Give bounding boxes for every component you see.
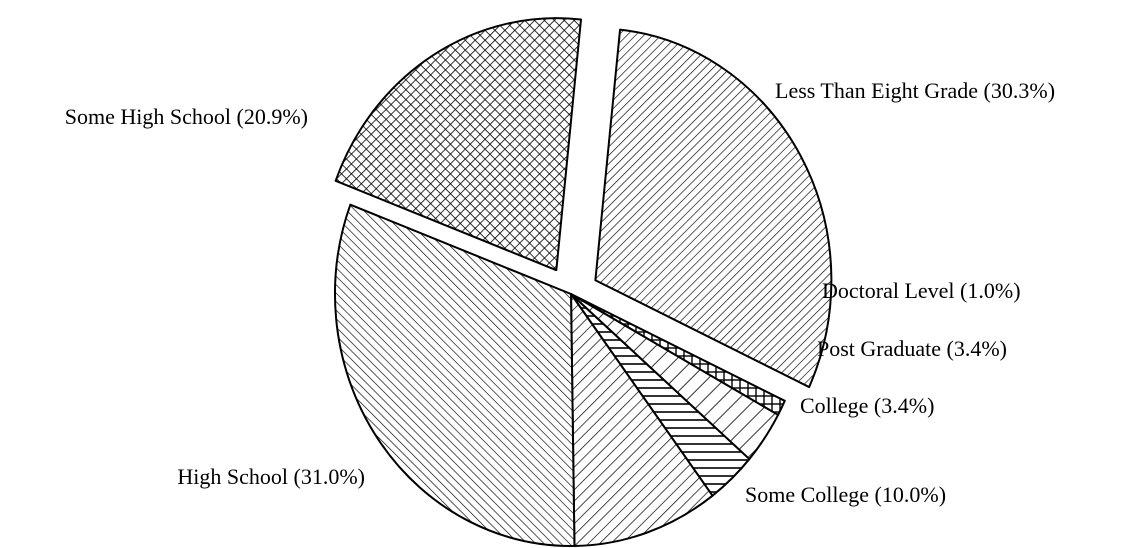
slice-label-high-school: High School (31.0%) (177, 464, 365, 489)
pie-slice-some-high-school (334, 17, 582, 272)
slice-label-some-high-school: Some High School (20.9%) (65, 104, 308, 129)
pie-slices (334, 17, 833, 547)
slice-label-some-college: Some College (10.0%) (745, 482, 946, 507)
pie-labels: Less Than Eight Grade (30.3%) Doctoral Le… (65, 78, 1055, 507)
pie-slice-less-than-eight-grade (594, 28, 833, 389)
pie-slice-some-college (570, 293, 714, 547)
slice-label-less-than-eight-grade: Less Than Eight Grade (30.3%) (775, 78, 1055, 103)
pie-slice-high-school (334, 203, 576, 547)
slice-label-doctoral-level: Doctoral Level (1.0%) (822, 278, 1021, 303)
slice-label-post-graduate: Post Graduate (3.4%) (817, 336, 1007, 361)
slice-label-college: College (3.4%) (800, 393, 934, 418)
